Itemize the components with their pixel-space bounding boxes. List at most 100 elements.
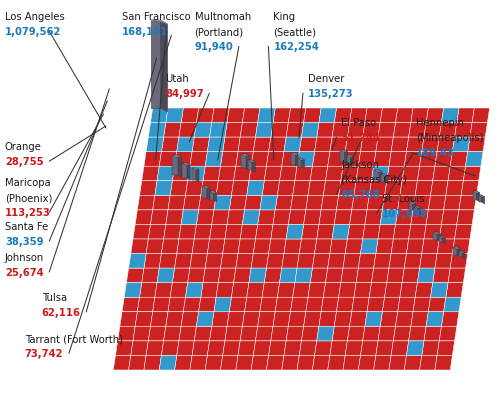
Polygon shape <box>479 195 482 202</box>
Text: 85,768: 85,768 <box>342 190 380 200</box>
Polygon shape <box>374 170 382 172</box>
Polygon shape <box>453 247 460 249</box>
Polygon shape <box>473 191 480 193</box>
Text: Santa Fe: Santa Fe <box>5 222 48 232</box>
Polygon shape <box>380 170 382 182</box>
Text: (Phoenix): (Phoenix) <box>5 193 52 203</box>
Polygon shape <box>414 206 418 212</box>
Polygon shape <box>479 195 484 197</box>
Polygon shape <box>462 251 465 259</box>
Polygon shape <box>381 174 385 182</box>
Text: El Paso: El Paso <box>342 118 376 128</box>
Text: San Francisco: San Francisco <box>122 12 191 22</box>
Text: Tarrant (Fort Worth): Tarrant (Fort Worth) <box>24 334 122 344</box>
Polygon shape <box>347 155 354 157</box>
Text: 168,101: 168,101 <box>122 27 168 37</box>
Text: King: King <box>274 12 295 22</box>
Polygon shape <box>242 154 249 156</box>
Polygon shape <box>290 153 298 155</box>
Polygon shape <box>246 154 249 170</box>
Text: 113,253: 113,253 <box>5 208 51 218</box>
Polygon shape <box>150 20 160 108</box>
Polygon shape <box>440 236 442 242</box>
Polygon shape <box>207 186 210 200</box>
Polygon shape <box>434 232 438 240</box>
Text: (Portland): (Portland) <box>194 27 244 37</box>
Text: Los Angeles: Los Angeles <box>5 12 64 22</box>
Polygon shape <box>413 202 416 212</box>
Text: (Kansas City): (Kansas City) <box>342 175 407 185</box>
Polygon shape <box>347 155 350 164</box>
Polygon shape <box>172 155 182 157</box>
Polygon shape <box>214 191 216 202</box>
Polygon shape <box>182 163 187 178</box>
Polygon shape <box>296 153 298 167</box>
Polygon shape <box>210 191 214 200</box>
Text: 135,273: 135,273 <box>308 89 354 99</box>
Polygon shape <box>298 158 302 167</box>
Polygon shape <box>438 232 440 242</box>
Text: Multnomah: Multnomah <box>194 12 251 22</box>
Polygon shape <box>453 247 457 255</box>
Polygon shape <box>248 160 252 170</box>
Polygon shape <box>409 202 416 204</box>
Polygon shape <box>345 150 348 164</box>
Polygon shape <box>290 153 296 165</box>
Polygon shape <box>477 191 480 202</box>
Polygon shape <box>182 163 190 165</box>
Polygon shape <box>210 191 216 193</box>
Polygon shape <box>381 174 388 176</box>
Polygon shape <box>252 160 255 172</box>
Polygon shape <box>414 206 420 208</box>
Polygon shape <box>178 155 182 177</box>
Polygon shape <box>374 170 380 180</box>
Text: St. Louis: St. Louis <box>382 194 424 204</box>
Text: Johnson: Johnson <box>5 253 44 263</box>
Polygon shape <box>192 168 199 170</box>
Polygon shape <box>187 163 190 180</box>
Polygon shape <box>409 202 413 210</box>
Text: 189,43: 189,43 <box>416 148 455 158</box>
Polygon shape <box>473 191 477 200</box>
Text: 51,244: 51,244 <box>342 133 380 143</box>
Text: 25,674: 25,674 <box>5 268 44 278</box>
Polygon shape <box>457 247 460 257</box>
Text: 91,940: 91,940 <box>194 42 234 52</box>
Polygon shape <box>350 155 354 166</box>
Text: Denver: Denver <box>308 74 344 84</box>
Text: Tulsa: Tulsa <box>42 293 67 303</box>
Polygon shape <box>302 158 304 169</box>
Text: 107,698: 107,698 <box>382 209 428 219</box>
Text: 62,116: 62,116 <box>42 308 81 318</box>
Polygon shape <box>459 251 465 253</box>
Text: Hennepin: Hennepin <box>416 118 464 128</box>
Polygon shape <box>202 186 210 188</box>
Text: 38,359: 38,359 <box>5 237 44 247</box>
Polygon shape <box>418 206 420 214</box>
Polygon shape <box>150 20 168 24</box>
Polygon shape <box>340 150 347 152</box>
Text: Utah: Utah <box>165 74 189 84</box>
Polygon shape <box>242 154 246 168</box>
Polygon shape <box>340 150 345 162</box>
Text: (Minneapolis): (Minneapolis) <box>416 133 484 143</box>
Polygon shape <box>196 168 199 182</box>
Polygon shape <box>459 251 462 257</box>
Text: 28,755: 28,755 <box>5 157 44 167</box>
Text: Maricopa: Maricopa <box>5 178 51 188</box>
Polygon shape <box>298 158 304 160</box>
Polygon shape <box>172 155 178 175</box>
Polygon shape <box>440 236 446 238</box>
Polygon shape <box>385 174 388 184</box>
Polygon shape <box>202 186 207 198</box>
Text: (Seattle): (Seattle) <box>274 27 316 37</box>
Text: 73,742: 73,742 <box>24 349 63 359</box>
Polygon shape <box>192 168 196 180</box>
Text: Orange: Orange <box>5 142 42 152</box>
Text: 1,079,562: 1,079,562 <box>5 27 62 37</box>
Polygon shape <box>482 195 484 204</box>
Polygon shape <box>434 232 440 234</box>
Text: 84,997: 84,997 <box>165 89 203 99</box>
Polygon shape <box>160 20 168 112</box>
Polygon shape <box>442 236 446 244</box>
